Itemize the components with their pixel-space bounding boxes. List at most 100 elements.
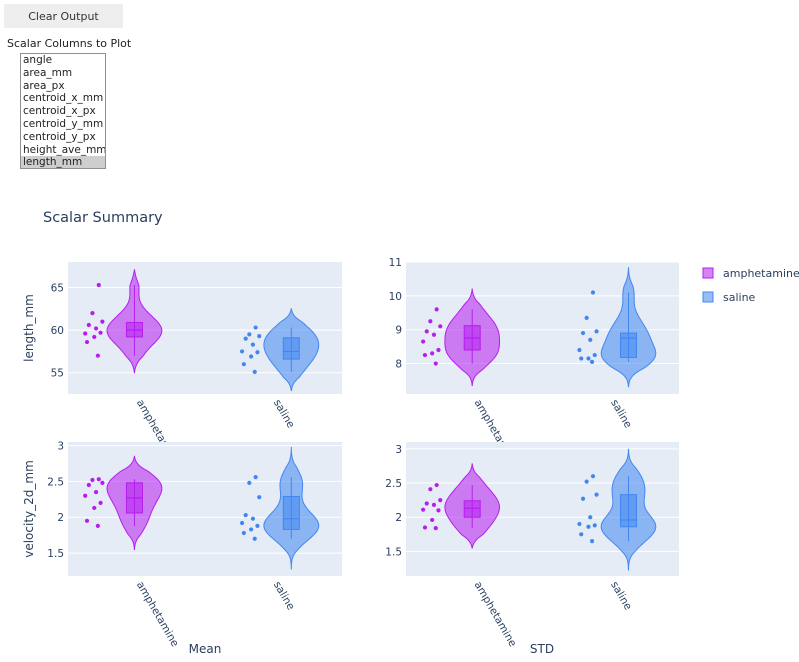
column-title: STD	[530, 642, 554, 656]
data-point-amphetamine	[424, 329, 429, 334]
column-option-length_mm[interactable]: length_mm	[21, 156, 105, 168]
data-point-amphetamine	[421, 339, 426, 344]
data-point-saline	[250, 516, 256, 521]
data-point-saline	[579, 356, 584, 361]
data-point-amphetamine	[84, 518, 90, 523]
x-tick-label: saline	[608, 398, 634, 431]
column-option-centroid_y_px[interactable]: centroid_y_px	[23, 130, 96, 143]
data-point-saline	[239, 520, 245, 526]
y-tick-label: 2	[395, 512, 402, 524]
data-point-saline	[588, 515, 593, 520]
legend-label-saline: saline	[723, 291, 756, 304]
data-point-amphetamine	[430, 351, 435, 356]
data-point-amphetamine	[98, 330, 103, 335]
y-tick-label: 10	[389, 291, 402, 303]
y-tick-label: 3	[57, 441, 64, 453]
data-point-amphetamine	[83, 493, 88, 498]
data-point-amphetamine	[84, 339, 90, 345]
data-point-amphetamine	[422, 525, 428, 530]
data-point-amphetamine	[100, 319, 105, 324]
data-point-saline	[257, 333, 262, 339]
data-point-amphetamine	[438, 324, 443, 329]
data-point-amphetamine	[434, 482, 439, 488]
box-amphetamine	[463, 500, 481, 518]
legend-swatch-saline	[702, 291, 714, 303]
data-point-amphetamine	[95, 353, 100, 358]
data-point-amphetamine	[98, 500, 103, 506]
data-point-amphetamine	[93, 326, 99, 331]
y-tick-label: 2.5	[385, 478, 402, 490]
data-point-amphetamine	[428, 487, 433, 492]
legend-swatch-amphetamine	[702, 267, 714, 279]
column-option-area_mm[interactable]: area_mm	[23, 66, 73, 79]
data-point-saline	[255, 523, 260, 528]
panel-mean-velocity_2d_mm: 1.5 2 2.5 3 amphetamine saline	[47, 441, 342, 649]
data-point-amphetamine	[92, 334, 97, 340]
data-point-saline	[592, 352, 597, 358]
data-point-amphetamine	[95, 523, 100, 528]
column-title: Mean	[189, 642, 222, 656]
data-point-saline	[584, 479, 589, 484]
y-tick-label: 8	[395, 359, 402, 371]
y-tick-label: 3	[395, 444, 402, 456]
data-point-amphetamine	[90, 477, 95, 483]
x-tick-label: amphetamine	[472, 580, 519, 649]
y-tick-label: 1.5	[385, 546, 402, 558]
data-point-saline	[247, 332, 252, 337]
column-option-height_ave_mm[interactable]: height_ave_mm	[23, 143, 106, 156]
column-option-centroid_x_mm[interactable]: centroid_x_mm	[23, 92, 104, 105]
data-point-saline	[253, 325, 258, 330]
legend: amphetamine saline	[702, 267, 799, 304]
data-point-amphetamine	[436, 508, 441, 513]
data-point-saline	[577, 347, 582, 353]
data-point-saline	[586, 524, 591, 529]
data-point-amphetamine	[433, 526, 438, 531]
column-option-area_px[interactable]: area_px	[23, 79, 65, 92]
data-point-saline	[589, 359, 595, 364]
data-point-amphetamine	[430, 517, 435, 523]
data-point-amphetamine	[421, 507, 426, 512]
data-point-amphetamine	[434, 307, 439, 312]
box-saline	[282, 495, 300, 530]
data-point-saline	[243, 336, 248, 341]
y-tick-label: 1.5	[47, 548, 64, 560]
data-point-amphetamine	[431, 332, 437, 337]
data-point-saline	[577, 521, 582, 527]
y-tick-label: 11	[389, 257, 402, 269]
x-tick-label: saline	[271, 398, 297, 431]
row-title: velocity_2d_mm	[22, 460, 36, 558]
column-option-centroid_x_px[interactable]: centroid_x_px	[23, 105, 96, 118]
data-point-amphetamine	[96, 282, 101, 288]
data-point-amphetamine	[438, 498, 443, 503]
data-point-amphetamine	[86, 482, 91, 488]
data-point-saline	[589, 539, 595, 544]
data-point-saline	[257, 495, 262, 500]
data-point-saline	[592, 523, 597, 528]
box-saline	[619, 494, 637, 528]
data-point-saline	[239, 349, 245, 354]
column-option-angle[interactable]: angle	[23, 54, 53, 66]
chart-title: Scalar Summary	[43, 210, 163, 226]
data-point-amphetamine	[86, 322, 91, 328]
y-tick-label: 9	[395, 325, 402, 337]
scalar-columns-select[interactable]: angle area_mm area_px centroid_x_mm centroid…	[20, 53, 106, 169]
data-point-saline	[243, 512, 248, 518]
x-tick-label: amphetamine	[134, 580, 181, 649]
data-point-saline	[590, 290, 596, 295]
data-point-saline	[580, 330, 586, 336]
data-point-amphetamine	[431, 502, 437, 507]
data-point-amphetamine	[93, 490, 99, 495]
y-tick-label: 2	[57, 512, 64, 524]
data-point-saline	[594, 492, 599, 497]
data-point-saline	[249, 527, 254, 532]
data-point-saline	[255, 350, 260, 355]
y-tick-label: 65	[51, 283, 64, 295]
column-option-centroid_y_mm[interactable]: centroid_y_mm	[23, 117, 104, 130]
panel-std-velocity_2d_mm: 1.5 2 2.5 3 amphetamine saline	[385, 442, 679, 649]
data-point-amphetamine	[424, 501, 429, 506]
row-title: length_mm	[22, 294, 36, 362]
clear-output-button[interactable]: Clear Output	[4, 4, 123, 28]
data-point-amphetamine	[436, 347, 441, 353]
